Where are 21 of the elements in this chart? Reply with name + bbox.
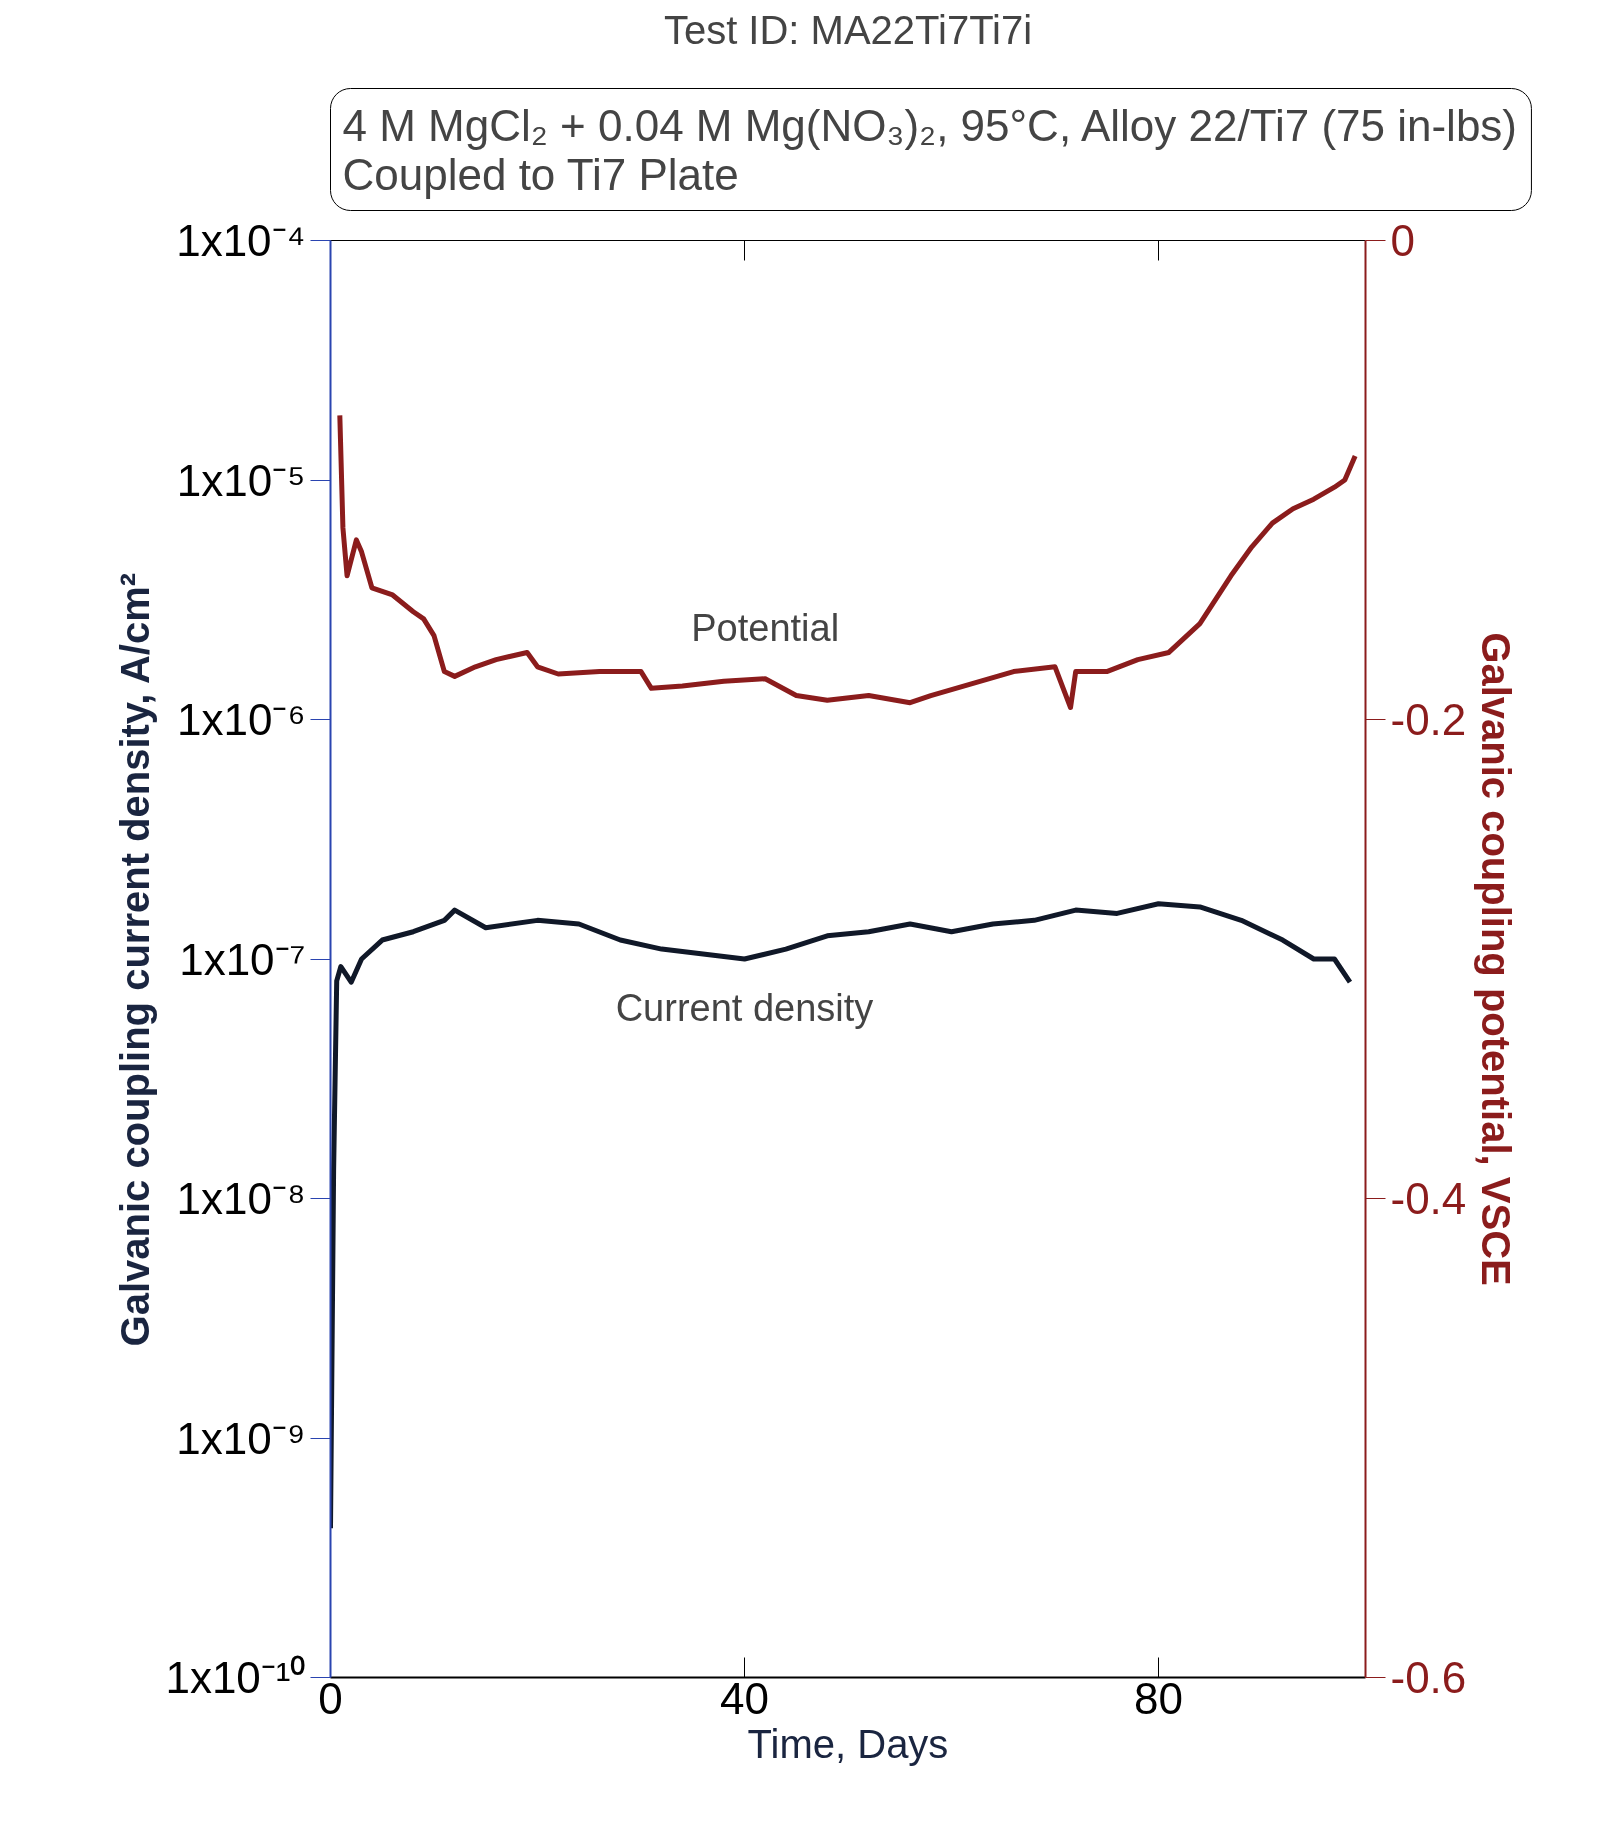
series-label: Potential — [691, 606, 840, 649]
y-tick-label: 1x10⁻⁵ — [176, 455, 306, 505]
chart-title: Test ID: MA22Ti7Ti7i — [663, 7, 1033, 52]
x-tick-label: 0 — [318, 1673, 343, 1723]
y2-tick-label: -0.6 — [1390, 1653, 1467, 1702]
y-tick-label: 1x10⁻⁹ — [176, 1413, 306, 1463]
x-tick-label: 40 — [720, 1673, 769, 1723]
y2-tick-label: -0.4 — [1390, 1174, 1467, 1223]
y2-tick-label: -0.2 — [1390, 695, 1467, 744]
y2-tick-label: 0 — [1390, 216, 1415, 265]
series-label: Current density — [615, 987, 874, 1029]
y2-axis-title: Galvanic coupling potential, VSCE — [1474, 632, 1519, 1286]
y-tick-label: 1x10⁻⁸ — [176, 1174, 306, 1223]
y-axis-title: Galvanic coupling current density, A/cm² — [113, 572, 158, 1347]
x-axis-title: Time, Days — [747, 1721, 949, 1766]
chart-subtitle: 4 M MgCl₂ + 0.04 M Mg(NO₃)₂, 95°C, Alloy 22/Ti7 (75 in-lbs) Coupled to Ti7 Plate — [342, 100, 1518, 199]
y-tick-label: 1x10⁻⁴ — [176, 216, 306, 265]
y-tick-label: 1x10⁻⁷ — [179, 934, 306, 984]
y-tick-label: 1x10⁻⁶ — [176, 695, 306, 744]
x-tick-label: 80 — [1134, 1673, 1183, 1723]
y-tick-label: 1x10⁻¹⁰ — [165, 1653, 306, 1702]
